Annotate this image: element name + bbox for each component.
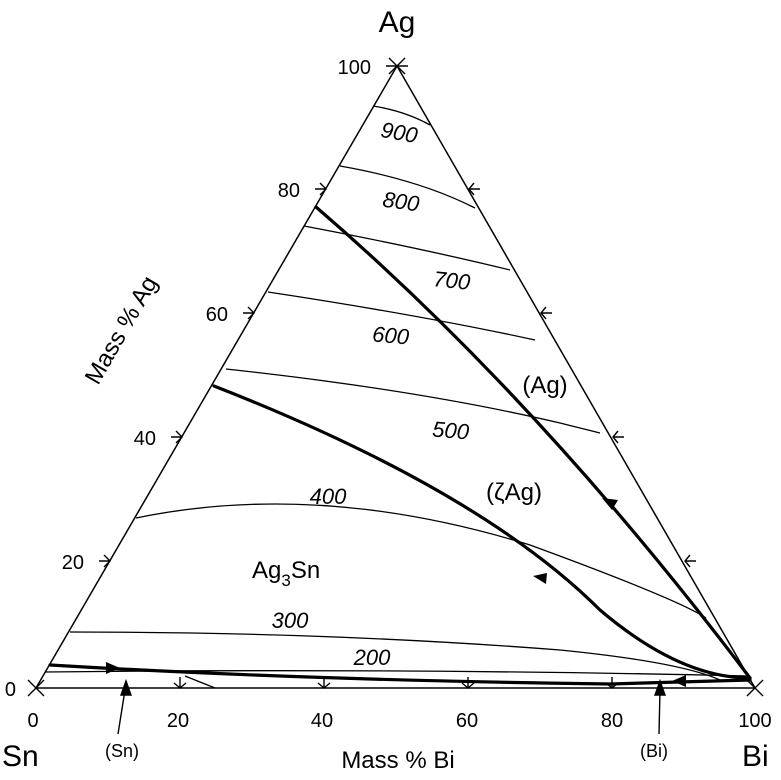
left-tick-20: 20 (62, 552, 84, 574)
isotherm-600-label: 600 (371, 321, 411, 349)
phase-ag3sn-tail: Sn (291, 557, 320, 584)
zeta-ag3sn-boundary (212, 384, 752, 680)
sn-pointer-head (120, 678, 132, 696)
isotherm-900-label: 900 (379, 117, 420, 148)
sn-pointer-line (117, 689, 126, 735)
left-tick-80: 80 (278, 180, 300, 202)
left-tick-100: 100 (338, 57, 371, 79)
bottom-tick-40: 40 (311, 710, 333, 732)
phase-ag3sn-label: Ag3Sn (252, 557, 320, 590)
arrow-bi-line (672, 675, 686, 687)
bottom-tick-80: 80 (601, 710, 623, 732)
left-tick-60: 60 (206, 304, 228, 326)
arrow-sn-line (106, 662, 120, 674)
bi-pointer-line (658, 689, 661, 735)
isotherm-900-line (372, 105, 431, 126)
left-edge-ticks (99, 57, 408, 568)
arrow-ag-line (602, 498, 618, 510)
isotherm-200-label: 200 (353, 645, 391, 670)
isotherm-400-line (135, 503, 707, 619)
isotherm-800-line (339, 165, 476, 209)
isotherm-300-label: 300 (272, 608, 309, 633)
bottom-tick-60: 60 (456, 710, 478, 732)
ag3sn-sn-boundary (48, 663, 752, 686)
corner-bi-label: Bi (742, 740, 769, 773)
isotherm-300-line (69, 631, 721, 681)
bi-pointer-head (654, 678, 666, 696)
isotherm-600-line (267, 291, 536, 341)
annotation-bi-label: (Bi) (640, 741, 668, 761)
isotherm-500-label: 500 (431, 416, 471, 444)
isotherm-500-line (225, 368, 601, 434)
annotation-pointers (117, 678, 666, 735)
isotherm-400-label: 400 (310, 484, 347, 509)
monovariant-lines (48, 205, 752, 686)
bottom-tick-0: 0 (27, 710, 38, 732)
right-edge-ticks (468, 182, 696, 568)
left-axis-title: Mass % Ag (80, 272, 163, 389)
left-tick-40: 40 (134, 428, 156, 450)
phase-zeta-ag-label: (ζAg) (486, 479, 542, 506)
annotation-sn-label: (Sn) (105, 741, 139, 761)
ag-zeta-boundary (314, 205, 752, 680)
phase-ag-label: (Ag) (522, 372, 567, 399)
isotherm-bottom-spur (184, 675, 216, 689)
phase-ag3sn-subscript: 3 (281, 571, 290, 590)
corner-sn-label: Sn (2, 740, 39, 773)
direction-arrows (106, 498, 686, 687)
isotherm-700-label: 700 (432, 266, 472, 295)
arrow-zeta-line (533, 573, 547, 584)
bottom-tick-100: 100 (738, 710, 771, 732)
phase-ag3sn-base: Ag (252, 557, 281, 584)
left-tick-0: 0 (5, 679, 16, 701)
bottom-axis-title: Mass % Bi (341, 747, 454, 774)
isotherm-800-label: 800 (381, 187, 422, 217)
bottom-tick-20: 20 (167, 710, 189, 732)
ternary-triangle (34, 64, 757, 689)
corner-ag-label: Ag (379, 6, 416, 39)
isotherm-700-line (303, 225, 511, 271)
